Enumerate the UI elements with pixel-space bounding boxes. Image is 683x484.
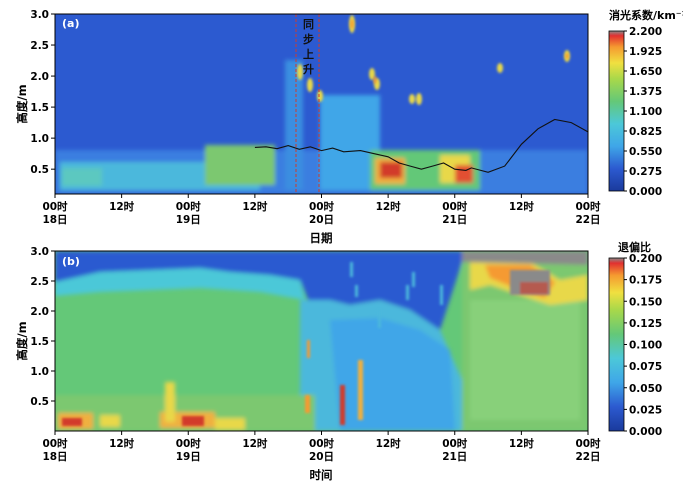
x-tick-label-day: 20日 [309, 214, 334, 226]
x-tick-label: 12时 [376, 200, 402, 213]
colorbar-label: 0.150 [629, 296, 662, 308]
colorbar-label: 2.200 [629, 26, 662, 38]
x-tick-label: 00时 [176, 200, 202, 213]
colorbar-label: 0.025 [629, 404, 662, 416]
x-tick-label-day: 18日 [42, 214, 67, 226]
y-tick-label: 2.0 [30, 71, 49, 83]
colorbar-label: 0.825 [629, 126, 662, 138]
y-tick-label: 2.5 [30, 276, 49, 288]
x-tick-label: 00时 [42, 437, 68, 450]
panel-a: 同 步 上 升 (a) 0.51.01.52.02.53.0 00时18日12时… [15, 8, 683, 245]
x-axis-label-b: 时间 [310, 468, 333, 482]
colorbar-label: 0.000 [629, 426, 662, 438]
x-tick-label: 00时 [442, 200, 468, 213]
x-axis-label-a: 日期 [310, 231, 333, 245]
x-tick-label: 12时 [376, 437, 402, 450]
x-tick-label-day: 22日 [575, 214, 600, 226]
x-tick-label: 12时 [109, 200, 135, 213]
y-tick-label: 3.0 [30, 9, 49, 21]
x-tick-label: 12时 [509, 437, 535, 450]
colorbar-label: 0.075 [629, 361, 662, 373]
x-tick-label-day: 22日 [575, 451, 600, 463]
x-tick-label: 12时 [242, 437, 268, 450]
colorbar-label: 0.550 [629, 146, 662, 158]
panel-label-b: (b) [62, 255, 80, 268]
y-axis-a: 0.5 1.0 1.5 2.0 2.5 3.0 [30, 9, 55, 176]
colorbar-label: 0.000 [629, 186, 662, 198]
colorbar-label: 0.175 [629, 275, 662, 287]
x-tick-label-day: 18日 [42, 451, 67, 463]
colorbar-label: 1.650 [629, 66, 662, 78]
y-tick-label: 2.0 [30, 306, 49, 318]
colorbar-title-a: 消光系数/km⁻¹ [609, 8, 683, 22]
colorbar-label: 0.125 [629, 318, 662, 330]
colorbar-a [608, 30, 625, 192]
y-tick-label: 1.5 [30, 336, 49, 348]
colorbar-label: 0.200 [629, 253, 662, 265]
x-tick-label: 12时 [509, 200, 535, 213]
x-tick-label-day: 19日 [176, 451, 201, 463]
annotation-char: 同 [303, 18, 314, 31]
y-axis-label-a: 高度/m [15, 84, 29, 123]
x-tick-label: 00时 [42, 200, 68, 213]
x-tick-label: 00时 [309, 437, 335, 450]
y-axis-b: 0.5 1.0 1.5 2.0 2.5 3.0 [30, 246, 55, 408]
colorbar-label: 1.925 [629, 46, 662, 58]
extinction-heatmap: 同 步 上 升 (a) [55, 14, 588, 194]
annotation-char: 升 [303, 62, 314, 76]
x-tick-label: 00时 [575, 437, 601, 450]
colorbar-labels-a: 2.200 1.925 1.650 1.375 1.100 0.825 0.550 0.275… [624, 26, 662, 198]
colorbar-label: 0.100 [629, 340, 662, 352]
colorbar-label: 0.275 [629, 166, 662, 178]
colorbar-label: 0.050 [629, 383, 662, 395]
panel-label-a: (a) [62, 17, 79, 30]
colorbar-labels-b: 0.200 0.175 0.150 0.125 0.100 0.075 0.050 0.025… [624, 253, 662, 438]
colorbar-label: 1.375 [629, 86, 662, 98]
x-tick-label: 12时 [109, 437, 135, 450]
y-tick-label: 1.0 [30, 366, 49, 378]
x-tick-label: 00时 [309, 200, 335, 213]
y-tick-label: 1.5 [30, 102, 49, 114]
depolarization-heatmap: (b) [55, 251, 588, 431]
x-tick-label: 00时 [575, 200, 601, 213]
colorbar-label: 1.100 [629, 106, 662, 118]
colorbar-b [608, 257, 625, 432]
y-tick-label: 1.0 [30, 133, 49, 145]
x-tick-label-day: 21日 [442, 214, 467, 226]
y-tick-label: 0.5 [30, 164, 49, 176]
x-tick-label: 00时 [176, 437, 202, 450]
x-tick-label-day: 21日 [442, 451, 467, 463]
x-tick-label: 00时 [442, 437, 468, 450]
boundary-layer-line [254, 118, 588, 173]
x-tick-label-day: 20日 [309, 451, 334, 463]
annotation-char: 步 [303, 32, 314, 46]
colorbar-title-b: 退偏比 [618, 240, 651, 254]
y-tick-label: 0.5 [30, 396, 49, 408]
x-tick-label-day: 19日 [176, 214, 201, 226]
y-tick-label: 3.0 [30, 246, 49, 258]
annotation-char: 上 [303, 47, 314, 61]
y-tick-label: 2.5 [30, 40, 49, 52]
x-tick-label: 12时 [242, 200, 268, 213]
y-axis-label-b: 高度/m [15, 321, 29, 360]
